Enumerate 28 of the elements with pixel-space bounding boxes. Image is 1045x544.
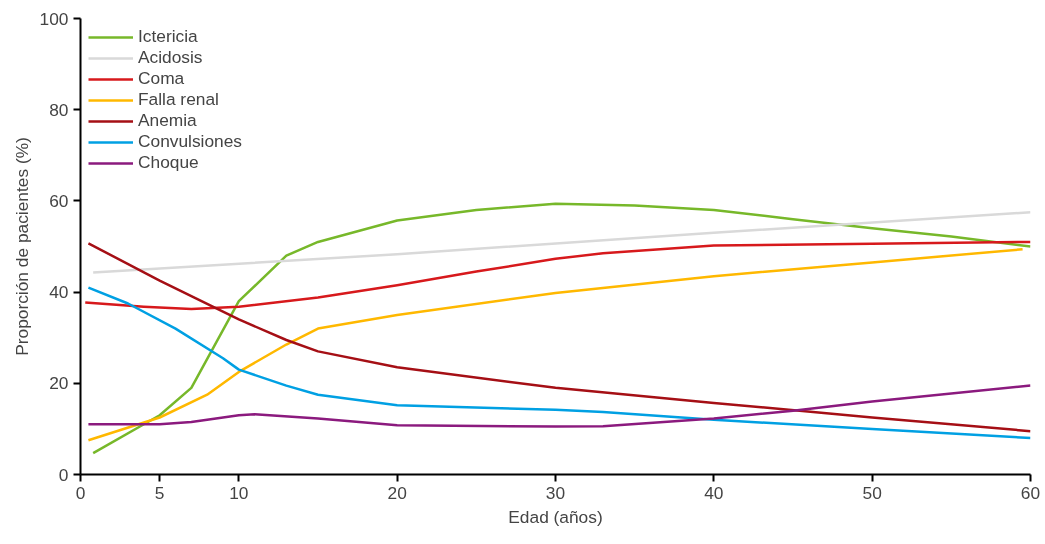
y-tick-label: 0	[58, 464, 69, 485]
line-series	[91, 202, 1031, 455]
x-axis-title: Edad (años)	[508, 506, 603, 527]
x-tick-label: 30	[545, 482, 566, 503]
legend-label: Choque	[138, 152, 199, 173]
y-tick-label: 40	[49, 282, 69, 303]
legend-label: Convulsiones	[138, 131, 243, 152]
legend-label: Anemia	[138, 110, 197, 131]
x-tick-label: 60	[1020, 482, 1041, 503]
x-tick-label: 5	[154, 482, 165, 503]
y-axis-title: Proporción de pacientes (%)	[11, 137, 32, 356]
x-tick-label: 0	[75, 482, 86, 503]
x-tick-label: 20	[387, 482, 407, 503]
x-tick-label: 50	[862, 482, 882, 503]
y-tick-label: 20	[49, 373, 69, 394]
legend-label: Ictericia	[138, 26, 198, 47]
x-tick-label: 10	[229, 482, 249, 503]
y-tick-label: 80	[49, 99, 69, 120]
line-series	[87, 286, 1031, 440]
line-series	[91, 211, 1031, 274]
y-tick-label: 60	[49, 190, 69, 211]
x-tick-label: 40	[704, 482, 724, 503]
legend-label: Falla renal	[138, 89, 219, 110]
y-tick-label: 100	[39, 8, 69, 29]
line-series	[84, 240, 1031, 311]
legend-label: Coma	[138, 68, 185, 89]
legend-label: Acidosis	[138, 47, 203, 68]
line-series	[87, 384, 1031, 428]
